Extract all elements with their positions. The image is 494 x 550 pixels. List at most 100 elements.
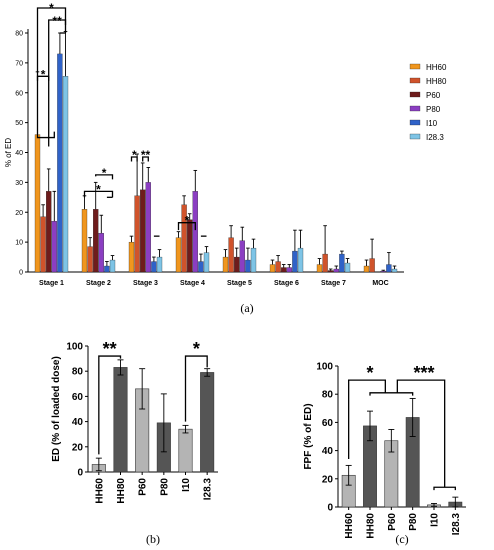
significance-bracket xyxy=(95,174,114,180)
y-tick-label: 60 xyxy=(72,392,84,403)
bar-HH80 xyxy=(134,195,140,273)
y-tick-label: 40 xyxy=(15,150,23,157)
y-tick-label: 100 xyxy=(316,362,333,373)
legend-swatch-I10 xyxy=(409,119,421,126)
category-label: Stage 1 xyxy=(39,280,64,287)
panel-a-chart: 0 10 20 30 40 50 60 70 80 % of ED Stage 1 Stage 2 St… xyxy=(4,1,447,315)
significance-bracket xyxy=(142,156,149,162)
category-label: Stage 7 xyxy=(321,280,346,287)
bar-P60 xyxy=(281,267,287,273)
category-label: Stage 5 xyxy=(227,280,252,287)
y-tick-label: 10 xyxy=(15,240,23,247)
bar-I28.3 xyxy=(391,268,398,273)
significance-label: * xyxy=(41,67,46,81)
significance-bracket xyxy=(177,222,196,231)
panel-label-b: (b) xyxy=(146,532,160,546)
significance-label: * xyxy=(366,363,373,383)
y-tick-label: 40 xyxy=(72,417,84,428)
bar-P60 xyxy=(328,270,334,273)
bar-P80 xyxy=(98,233,104,273)
significance-label: * xyxy=(49,1,54,15)
bar-I10 xyxy=(386,264,392,273)
bar-HH80 xyxy=(40,216,46,273)
bar-HH80 xyxy=(322,253,328,273)
significance-bracket xyxy=(130,156,138,162)
group-marker xyxy=(369,392,414,396)
bar-I28.3 xyxy=(250,247,257,273)
bar-P80 xyxy=(145,182,151,273)
panel-label-a: (a) xyxy=(240,301,253,315)
bar-I28.3 xyxy=(109,259,116,273)
legend-label: P80 xyxy=(426,105,441,114)
y-tick-label: 0 xyxy=(19,270,23,277)
category-label: Stage 4 xyxy=(180,280,205,287)
significance-bracket xyxy=(348,379,386,460)
significance-label: * xyxy=(102,166,107,180)
x-tick-label: HH80 xyxy=(116,478,127,504)
significance-bracket xyxy=(48,19,67,147)
x-tick-label: HH60 xyxy=(344,513,355,539)
significance-label: * xyxy=(185,214,190,228)
significance-label: *** xyxy=(413,363,434,383)
bar-I28.3 xyxy=(200,372,215,473)
y-tick-label: 100 xyxy=(66,342,83,353)
legend-swatch-P60 xyxy=(409,91,421,98)
panel-c-chart: 0 20 40 60 80 100 FPF (% of ED) HH60 HH80 P60 P80 I… xyxy=(303,362,466,546)
bar-P80 xyxy=(333,268,339,273)
y-tick-label: 20 xyxy=(15,210,23,217)
bar-I28.3 xyxy=(156,256,163,273)
y-tick-label: 50 xyxy=(15,120,23,127)
bar-I10 xyxy=(245,259,251,273)
x-tick-label: P60 xyxy=(387,513,398,531)
significance-label: ** xyxy=(52,14,62,28)
y-tick-label: 20 xyxy=(72,442,84,453)
legend-label: HH80 xyxy=(426,77,447,86)
significance-bracket xyxy=(184,355,208,422)
legend-swatch-HH80 xyxy=(409,77,421,84)
bar-I10 xyxy=(339,253,345,273)
bar-I10 xyxy=(57,53,63,273)
group-marker xyxy=(433,486,456,491)
legend-swatch-HH60 xyxy=(409,63,421,70)
x-tick-label: HH80 xyxy=(366,513,377,539)
category-label: MOC xyxy=(372,280,388,287)
bar-I28.3 xyxy=(344,262,351,273)
bar-HH80 xyxy=(228,237,234,273)
bar-HH60 xyxy=(222,256,229,273)
x-tick-label: I10 xyxy=(181,478,192,492)
bar-HH60 xyxy=(34,134,41,273)
significance-bracket xyxy=(83,190,114,198)
x-tick-label: I28.3 xyxy=(451,513,462,536)
y-tick-label: 40 xyxy=(322,446,334,457)
group-marker xyxy=(36,131,55,139)
y-axis-label: ED (% of loaded dose) xyxy=(51,356,62,462)
significance-label: * xyxy=(193,339,200,359)
y-tick-label: 0 xyxy=(77,468,83,479)
y-tick-label: 20 xyxy=(322,474,334,485)
bar-HH80 xyxy=(275,261,281,273)
bar-I10 xyxy=(198,261,204,273)
category-label: Stage 2 xyxy=(86,280,111,287)
bar-P60 xyxy=(234,256,240,273)
bar-I10 xyxy=(292,250,298,273)
bar-P80 xyxy=(286,267,292,273)
bar-I10 xyxy=(104,265,110,273)
bar-P60 xyxy=(46,191,52,273)
significance-label: ** xyxy=(103,339,117,359)
significance-label: ** xyxy=(141,148,151,162)
bar-P80 xyxy=(380,270,386,273)
x-tick-label: P80 xyxy=(408,513,419,531)
y-tick-label: 60 xyxy=(15,90,23,97)
bar-I28.3 xyxy=(62,76,69,273)
legend-label: P60 xyxy=(426,91,441,100)
y-axis-label: FPF (% of ED) xyxy=(303,403,314,469)
significance-bracket xyxy=(98,355,122,455)
x-tick-label: P60 xyxy=(138,478,149,496)
panel-b-chart: 0 20 40 60 80 100 ED (% of loaded dose) HH60 HH8… xyxy=(51,339,218,546)
legend-label: HH60 xyxy=(426,63,447,72)
y-tick-label: 80 xyxy=(15,31,23,38)
legend-label: I10 xyxy=(426,119,438,128)
bar-I10 xyxy=(178,428,193,473)
bar-P60 xyxy=(93,209,99,273)
y-tick-label: 60 xyxy=(322,418,334,429)
